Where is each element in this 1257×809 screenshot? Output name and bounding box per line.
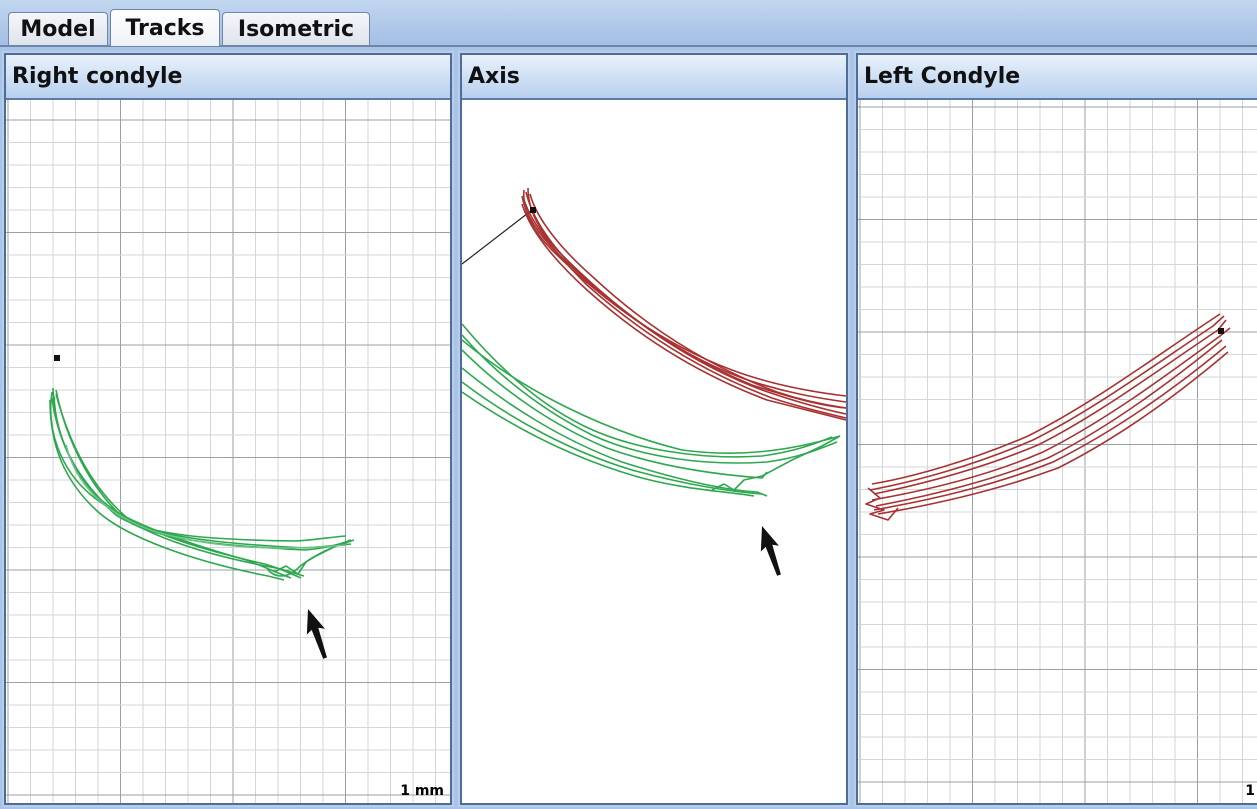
track-path <box>65 444 347 549</box>
tab-bar: Model Tracks Isometric <box>0 0 1257 47</box>
track-path <box>521 195 846 409</box>
panel-title: Axis <box>462 55 846 100</box>
scale-label: 1 <box>1245 783 1255 799</box>
tab-model[interactable]: Model <box>8 12 108 45</box>
track-path <box>527 187 846 403</box>
origin-marker <box>54 355 60 361</box>
track-path <box>865 487 899 521</box>
track-path <box>711 435 841 491</box>
track-path <box>462 349 768 479</box>
track-path <box>267 539 352 577</box>
track-path <box>521 203 846 421</box>
grid <box>6 100 450 803</box>
track-path <box>53 395 305 577</box>
track-path <box>462 334 838 464</box>
track-path <box>55 389 352 551</box>
track-path <box>875 339 1223 507</box>
tab-divider <box>0 45 1257 47</box>
tab-isometric[interactable]: Isometric <box>222 12 370 45</box>
panel-title: Left Condyle <box>858 55 1257 100</box>
track-path <box>525 191 846 415</box>
arrow-icon <box>306 609 327 659</box>
tab-tracks[interactable]: Tracks <box>110 9 220 46</box>
track-path <box>529 193 846 409</box>
panel-title: Right condyle <box>6 55 450 100</box>
track-path <box>49 399 285 581</box>
scale-label: 1 mm <box>400 783 444 799</box>
track-path <box>52 387 302 579</box>
arrow-icon <box>760 526 781 576</box>
track-path <box>873 319 1227 495</box>
track-path <box>873 345 1227 511</box>
track-path <box>55 393 352 549</box>
track-path <box>462 339 841 454</box>
right-condyle-panel: Right condyle 1 mm <box>4 53 452 805</box>
origin-marker <box>530 207 536 213</box>
grid <box>858 100 1257 803</box>
arrow-shape <box>306 609 327 659</box>
track-path <box>871 313 1221 485</box>
axis-track-svg <box>462 187 846 576</box>
axis-line <box>462 209 533 265</box>
track-path <box>869 315 1225 491</box>
left-condyle-track-svg <box>858 100 1257 803</box>
track-path <box>871 327 1231 501</box>
track-path <box>522 189 846 397</box>
right-condyle-plot[interactable]: 1 mm <box>6 100 450 803</box>
axis-panel: Axis <box>460 53 848 805</box>
left-condyle-panel: Left Condyle 1 <box>856 53 1257 805</box>
track-path <box>462 381 763 495</box>
track-path <box>462 391 755 497</box>
track-path <box>523 199 846 419</box>
arrow-shape <box>760 526 781 576</box>
left-condyle-plot[interactable]: 1 <box>858 100 1257 803</box>
track-path <box>462 323 833 458</box>
track-path <box>462 367 768 497</box>
right-condyle-track-svg <box>6 100 450 803</box>
axis-plot[interactable] <box>462 100 846 803</box>
origin-marker <box>1218 328 1224 334</box>
track-path <box>51 397 347 542</box>
track-path <box>877 351 1229 515</box>
